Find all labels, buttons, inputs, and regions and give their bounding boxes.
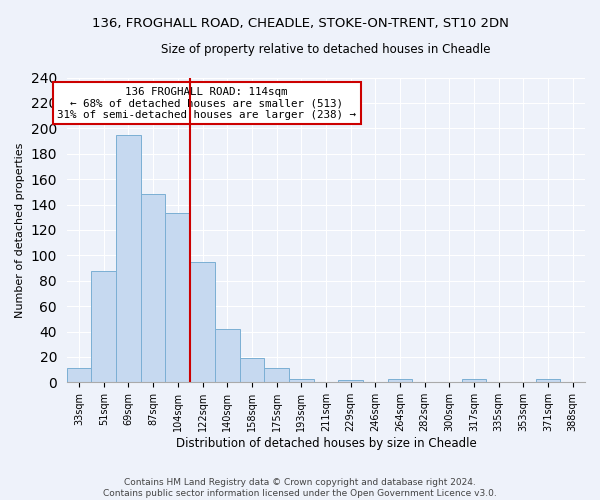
Bar	[289, 378, 314, 382]
Text: 136, FROGHALL ROAD, CHEADLE, STOKE-ON-TRENT, ST10 2DN: 136, FROGHALL ROAD, CHEADLE, STOKE-ON-TR…	[92, 18, 508, 30]
Bar	[239, 358, 264, 382]
Bar	[215, 329, 239, 382]
Bar	[338, 380, 363, 382]
Bar	[141, 194, 166, 382]
Bar	[67, 368, 91, 382]
Bar	[190, 262, 215, 382]
X-axis label: Distribution of detached houses by size in Cheadle: Distribution of detached houses by size …	[176, 437, 476, 450]
Bar	[91, 270, 116, 382]
Y-axis label: Number of detached properties: Number of detached properties	[15, 142, 25, 318]
Text: 136 FROGHALL ROAD: 114sqm
← 68% of detached houses are smaller (513)
31% of semi: 136 FROGHALL ROAD: 114sqm ← 68% of detac…	[57, 86, 356, 120]
Bar	[264, 368, 289, 382]
Bar	[116, 134, 141, 382]
Title: Size of property relative to detached houses in Cheadle: Size of property relative to detached ho…	[161, 42, 491, 56]
Text: Contains HM Land Registry data © Crown copyright and database right 2024.
Contai: Contains HM Land Registry data © Crown c…	[103, 478, 497, 498]
Bar	[461, 378, 486, 382]
Bar	[388, 378, 412, 382]
Bar	[166, 214, 190, 382]
Bar	[536, 378, 560, 382]
